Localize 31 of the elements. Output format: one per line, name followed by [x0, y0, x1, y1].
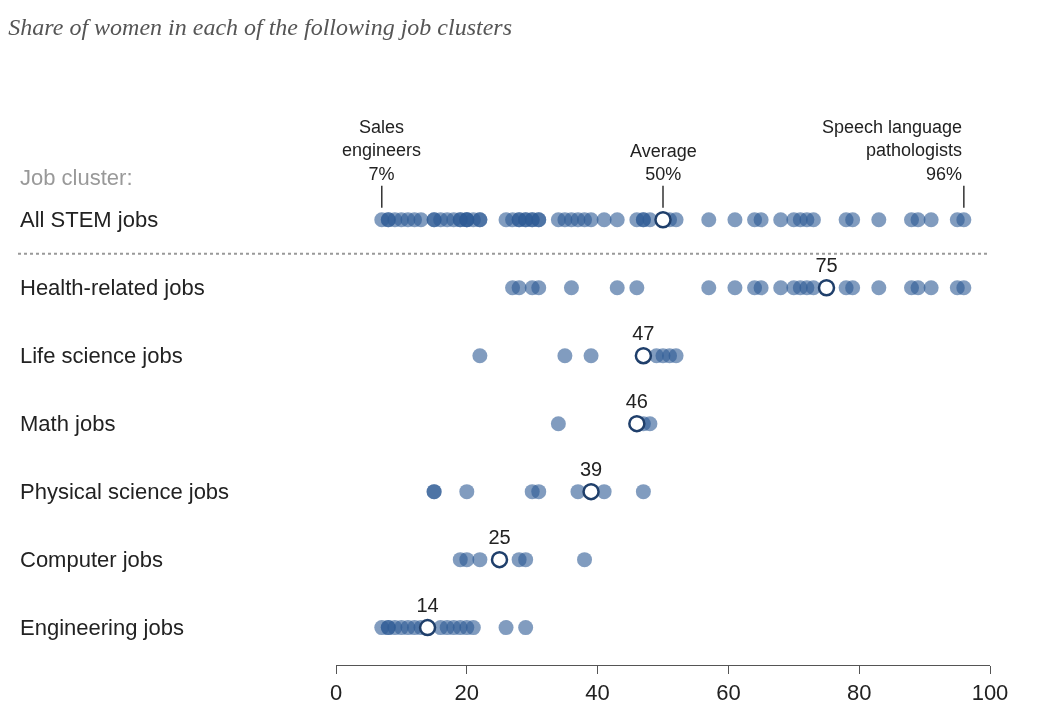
data-label: 14 — [416, 594, 439, 617]
x-tick-label: 40 — [585, 680, 610, 706]
y-tick-label: All STEM jobs — [20, 207, 159, 232]
y-tick-label: Health-related jobs — [20, 275, 205, 300]
y-tick-label: Math jobs — [20, 411, 116, 436]
data-label: 25 — [488, 526, 511, 549]
data-label: 47 — [632, 322, 655, 345]
y-tick-label: Engineering jobs — [20, 615, 184, 640]
point — [582, 482, 600, 501]
y-tick-label: Computer jobs — [20, 547, 164, 572]
chart-title: Share of women in each of the following job clusters — [8, 13, 513, 40]
x-tick-label: 0 — [329, 680, 343, 706]
y-tick-label: Physical science jobs — [20, 479, 230, 504]
data-label: 75 — [815, 254, 838, 277]
annotation: Sales engineers 7% — [342, 117, 422, 184]
point — [817, 278, 836, 297]
point — [654, 211, 672, 229]
y-tick-label: Life science jobs — [20, 343, 183, 368]
x-tick-label: 80 — [846, 680, 872, 706]
data-label: 39 — [579, 458, 603, 481]
x-tick-label: 20 — [454, 680, 480, 706]
point — [628, 414, 646, 433]
x-tick-label: 100 — [971, 680, 1009, 706]
y-axis-title: Job cluster: — [20, 165, 133, 190]
point — [634, 346, 653, 365]
point — [490, 550, 509, 569]
point — [418, 618, 437, 637]
annotation: Speech language pathologists 96% — [822, 117, 963, 184]
data-label: 46 — [625, 390, 648, 413]
annotation: Average 50% — [630, 141, 697, 185]
x-tick-label: 60 — [716, 680, 741, 706]
